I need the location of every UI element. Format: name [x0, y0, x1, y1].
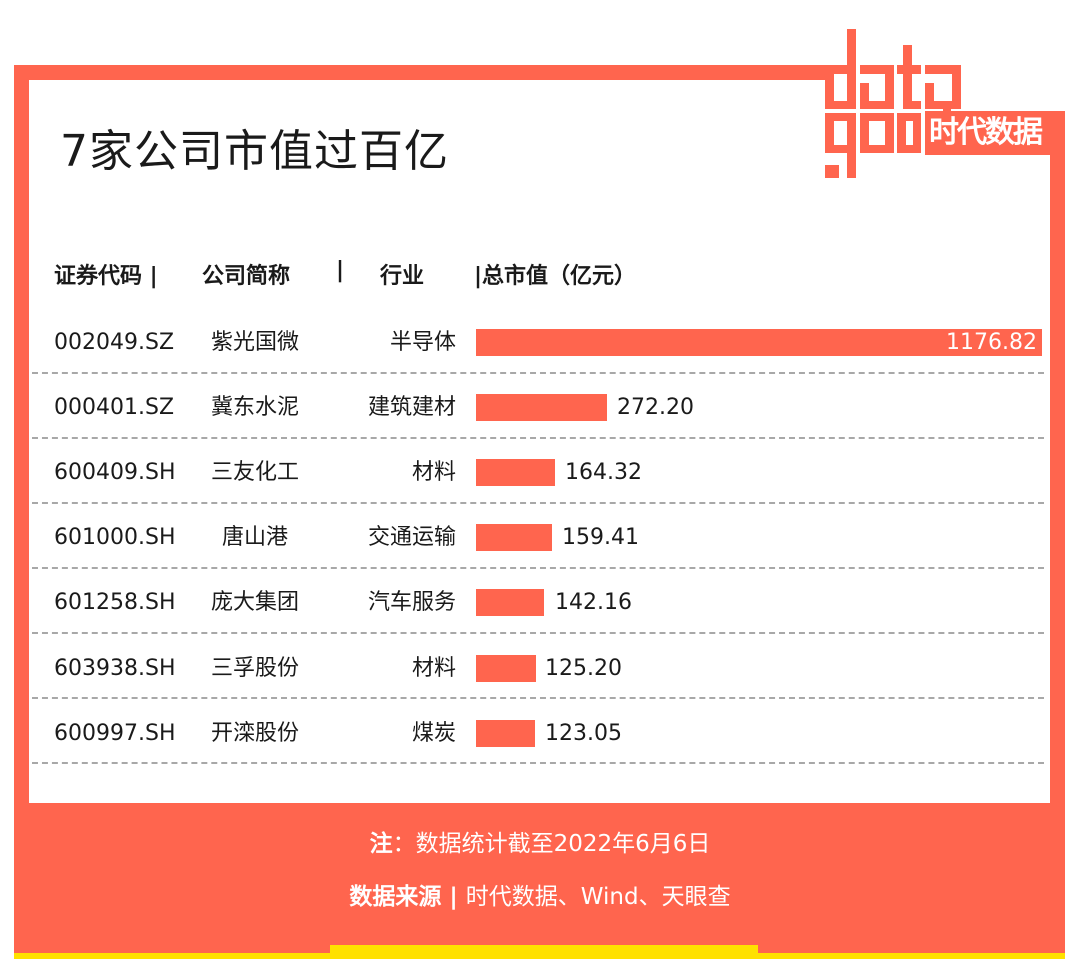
row-name: 庞大集团 [210, 590, 299, 615]
row-code: 603938.SH [54, 656, 176, 681]
header-market-value: |总市值（亿元） [474, 264, 637, 289]
row-value: 142.16 [555, 590, 632, 615]
row-code: 002049.SZ [54, 330, 175, 355]
value-bar [476, 394, 607, 421]
row-industry: 材料 [411, 460, 456, 485]
table-row: 601258.SH 庞大集团 汽车服务 142.16 [0, 588, 1080, 618]
page-title: 7家公司市值过百亿 [60, 126, 449, 177]
row-name: 唐山港 [221, 525, 288, 550]
row-value: 164.32 [565, 460, 642, 485]
value-bar [476, 589, 544, 616]
frame-left-border [14, 65, 29, 805]
frame-right-border [1050, 111, 1065, 811]
table-row: 601000.SH 唐山港 交通运输 159.41 [0, 523, 1080, 553]
row-name: 紫光国微 [210, 330, 299, 355]
row-code: 600409.SH [54, 460, 176, 485]
row-industry: 交通运输 [367, 525, 456, 550]
table-row: 000401.SZ 冀东水泥 建筑建材 272.20 [0, 393, 1080, 423]
footer-note: 注：数据统计截至2022年6月6日 [0, 824, 1080, 858]
row-code: 601258.SH [54, 590, 176, 615]
row-industry: 建筑建材 [367, 395, 456, 420]
footer-source: 数据来源 | 时代数据、Wind、天眼查 [0, 877, 1080, 911]
frame-top-border [14, 65, 818, 80]
row-name: 三孚股份 [210, 656, 299, 681]
value-bar [476, 720, 535, 747]
row-divider [32, 632, 1044, 634]
source-separator: | [441, 884, 466, 910]
row-code: 600997.SH [54, 721, 176, 746]
table-row: 600997.SH 开滦股份 煤炭 123.05 [0, 719, 1080, 749]
row-industry: 汽车服务 [367, 590, 456, 615]
row-value: 125.20 [545, 656, 622, 681]
header-industry: 行业 [380, 264, 425, 289]
value-bar [476, 459, 555, 486]
row-code: 601000.SH [54, 525, 176, 550]
row-divider [32, 372, 1044, 374]
header-separator: | [336, 258, 345, 283]
note-text: ：数据统计截至2022年6月6日 [392, 831, 711, 857]
table-row: 600409.SH 三友化工 材料 164.32 [0, 458, 1080, 488]
note-label: 注 [369, 831, 393, 857]
row-value: 123.05 [545, 721, 622, 746]
table-row: 603938.SH 三孚股份 材料 125.20 [0, 654, 1080, 684]
row-divider [32, 697, 1044, 699]
row-name: 开滦股份 [210, 721, 299, 746]
row-value: 1176.82 [946, 330, 1037, 355]
value-bar [476, 329, 1042, 356]
footer-yellow-tab [330, 945, 758, 959]
data-good-logo-icon [815, 29, 961, 178]
row-value: 159.41 [562, 525, 639, 550]
row-name: 三友化工 [210, 460, 299, 485]
row-divider [32, 762, 1044, 764]
row-industry: 半导体 [389, 330, 456, 355]
source-label: 数据来源 [349, 884, 442, 910]
row-code: 000401.SZ [54, 395, 175, 420]
table-row: 002049.SZ 紫光国微 半导体 1176.82 [0, 328, 1080, 358]
row-industry: 材料 [411, 656, 456, 681]
row-divider [32, 502, 1044, 504]
source-text: 时代数据、Wind、天眼查 [465, 884, 731, 910]
table-header: 证券代码 | 公司简称 | 行业 |总市值（亿元） [0, 258, 1080, 294]
row-name: 冀东水泥 [210, 395, 299, 420]
row-divider [32, 437, 1044, 439]
header-name: 公司简称 [202, 264, 291, 289]
logo-label: 时代数据 [925, 111, 1065, 155]
value-bar [476, 524, 552, 551]
value-bar [476, 655, 536, 682]
row-industry: 煤炭 [411, 721, 456, 746]
row-divider [32, 567, 1044, 569]
header-code: 证券代码 | [54, 264, 158, 289]
row-value: 272.20 [617, 395, 694, 420]
footer-panel [14, 803, 1065, 959]
